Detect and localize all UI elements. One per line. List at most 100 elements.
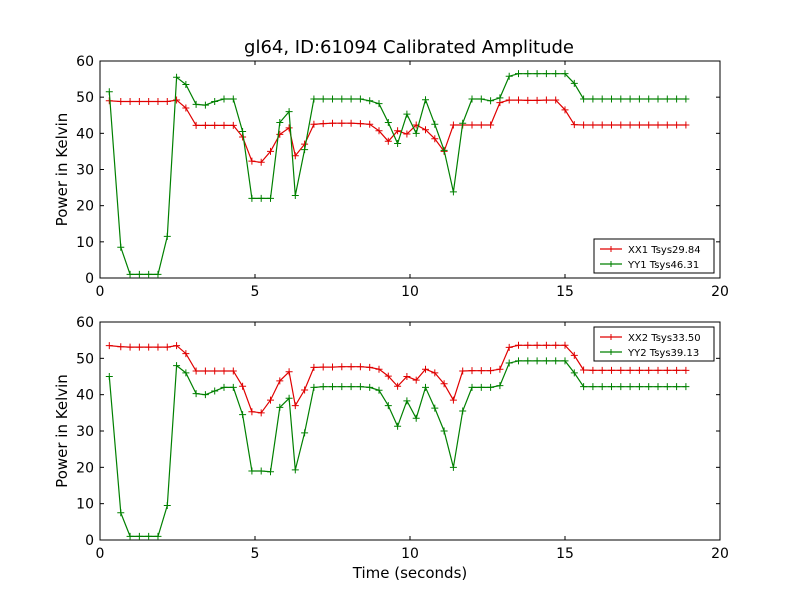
data-point-marker [403, 130, 411, 138]
data-point-marker [163, 232, 171, 240]
data-point-marker [654, 121, 662, 129]
data-point-marker [347, 119, 355, 127]
data-point-marker [229, 121, 237, 129]
series-xx [105, 341, 690, 417]
data-point-marker [126, 98, 134, 106]
data-point-marker [440, 146, 448, 154]
data-point-marker [319, 120, 327, 128]
data-point-marker [477, 367, 485, 375]
data-point-marker [617, 121, 625, 129]
data-point-marker [319, 363, 327, 371]
data-point-marker [375, 127, 383, 135]
data-point-marker [533, 357, 541, 365]
data-point-marker [384, 137, 392, 145]
data-point-marker [375, 365, 383, 373]
data-point-marker [663, 121, 671, 129]
data-point-marker [301, 386, 309, 394]
data-point-marker [654, 383, 662, 391]
x-tick-label: 15 [556, 546, 574, 562]
x-tick-label: 10 [401, 546, 419, 562]
data-point-marker [310, 95, 318, 103]
data-point-marker [468, 367, 476, 375]
series-yy [105, 70, 690, 278]
y-axis-label: Power in Kelvin [53, 374, 71, 488]
data-point-marker [598, 383, 606, 391]
data-point-marker [154, 532, 162, 540]
y-tick-label: 40 [76, 126, 94, 142]
data-point-marker [608, 366, 615, 374]
data-point-marker [356, 383, 364, 391]
x-tick-label: 5 [251, 546, 260, 562]
data-point-marker [487, 383, 495, 391]
data-point-marker [154, 270, 162, 278]
data-point-marker [496, 382, 504, 390]
data-point-marker [524, 96, 532, 104]
data-point-marker [468, 383, 476, 391]
data-point-marker [145, 270, 153, 278]
data-point-marker [682, 95, 690, 103]
data-point-marker [201, 101, 209, 109]
data-point-marker [173, 73, 181, 81]
legend-item: XX2 Tsys33.50 [600, 333, 701, 344]
data-point-marker [449, 463, 457, 471]
data-point-marker [570, 121, 578, 129]
data-point-marker [182, 104, 190, 112]
y-tick-label: 0 [85, 271, 94, 287]
data-point-marker [459, 407, 467, 415]
data-point-marker [105, 373, 113, 380]
data-point-marker [211, 387, 219, 395]
x-tick-label: 0 [96, 546, 105, 562]
data-point-marker [515, 96, 522, 104]
data-point-marker [211, 98, 219, 106]
data-point-marker [301, 429, 309, 437]
data-point-marker [542, 96, 550, 104]
figure-title: gl64, ID:61094 Calibrated Amplitude [244, 37, 574, 58]
data-point-marker [524, 70, 532, 78]
data-point-marker [552, 70, 560, 78]
data-point-marker [291, 152, 299, 160]
y-tick-label: 30 [76, 163, 94, 179]
data-point-marker [276, 118, 284, 126]
data-point-marker [163, 501, 171, 509]
y-tick-label: 60 [76, 315, 94, 331]
legend-item: XX1 Tsys29.84 [600, 245, 701, 256]
data-point-marker [291, 466, 299, 474]
data-point-marker [654, 366, 662, 374]
data-point-marker [192, 390, 200, 398]
data-point-marker [267, 194, 274, 202]
data-point-marker [580, 95, 588, 103]
data-point-marker [319, 383, 327, 391]
data-point-marker [394, 422, 402, 430]
data-point-marker [403, 373, 411, 380]
data-point-marker [682, 121, 690, 129]
data-point-marker [449, 121, 457, 129]
data-point-marker [673, 366, 681, 374]
data-point-marker [477, 121, 485, 129]
data-point-marker [126, 270, 134, 278]
data-point-marker [173, 342, 181, 350]
data-point-marker [570, 79, 578, 87]
data-point-marker [412, 129, 420, 137]
data-point-marker [192, 367, 200, 375]
data-point-marker [239, 128, 247, 136]
data-point-marker [552, 341, 560, 349]
data-point-marker [598, 366, 606, 374]
data-point-marker [126, 532, 134, 540]
data-point-marker [505, 359, 513, 367]
data-point-marker [135, 270, 143, 278]
legend: XX2 Tsys33.50 YY2 Tsys39.13 [593, 326, 715, 362]
data-point-marker [220, 121, 228, 129]
data-point-marker [356, 363, 364, 371]
data-point-marker [422, 365, 429, 373]
y-tick-label: 30 [76, 424, 94, 440]
data-point-marker [635, 366, 643, 374]
data-point-marker [135, 532, 143, 540]
data-point-marker [366, 97, 374, 105]
data-point-marker [645, 383, 653, 391]
data-point-marker [394, 139, 402, 147]
data-point-marker [431, 404, 439, 412]
data-point-marker [257, 409, 265, 417]
data-point-marker [654, 95, 662, 103]
data-point-marker [239, 382, 247, 390]
data-point-marker [608, 121, 615, 129]
